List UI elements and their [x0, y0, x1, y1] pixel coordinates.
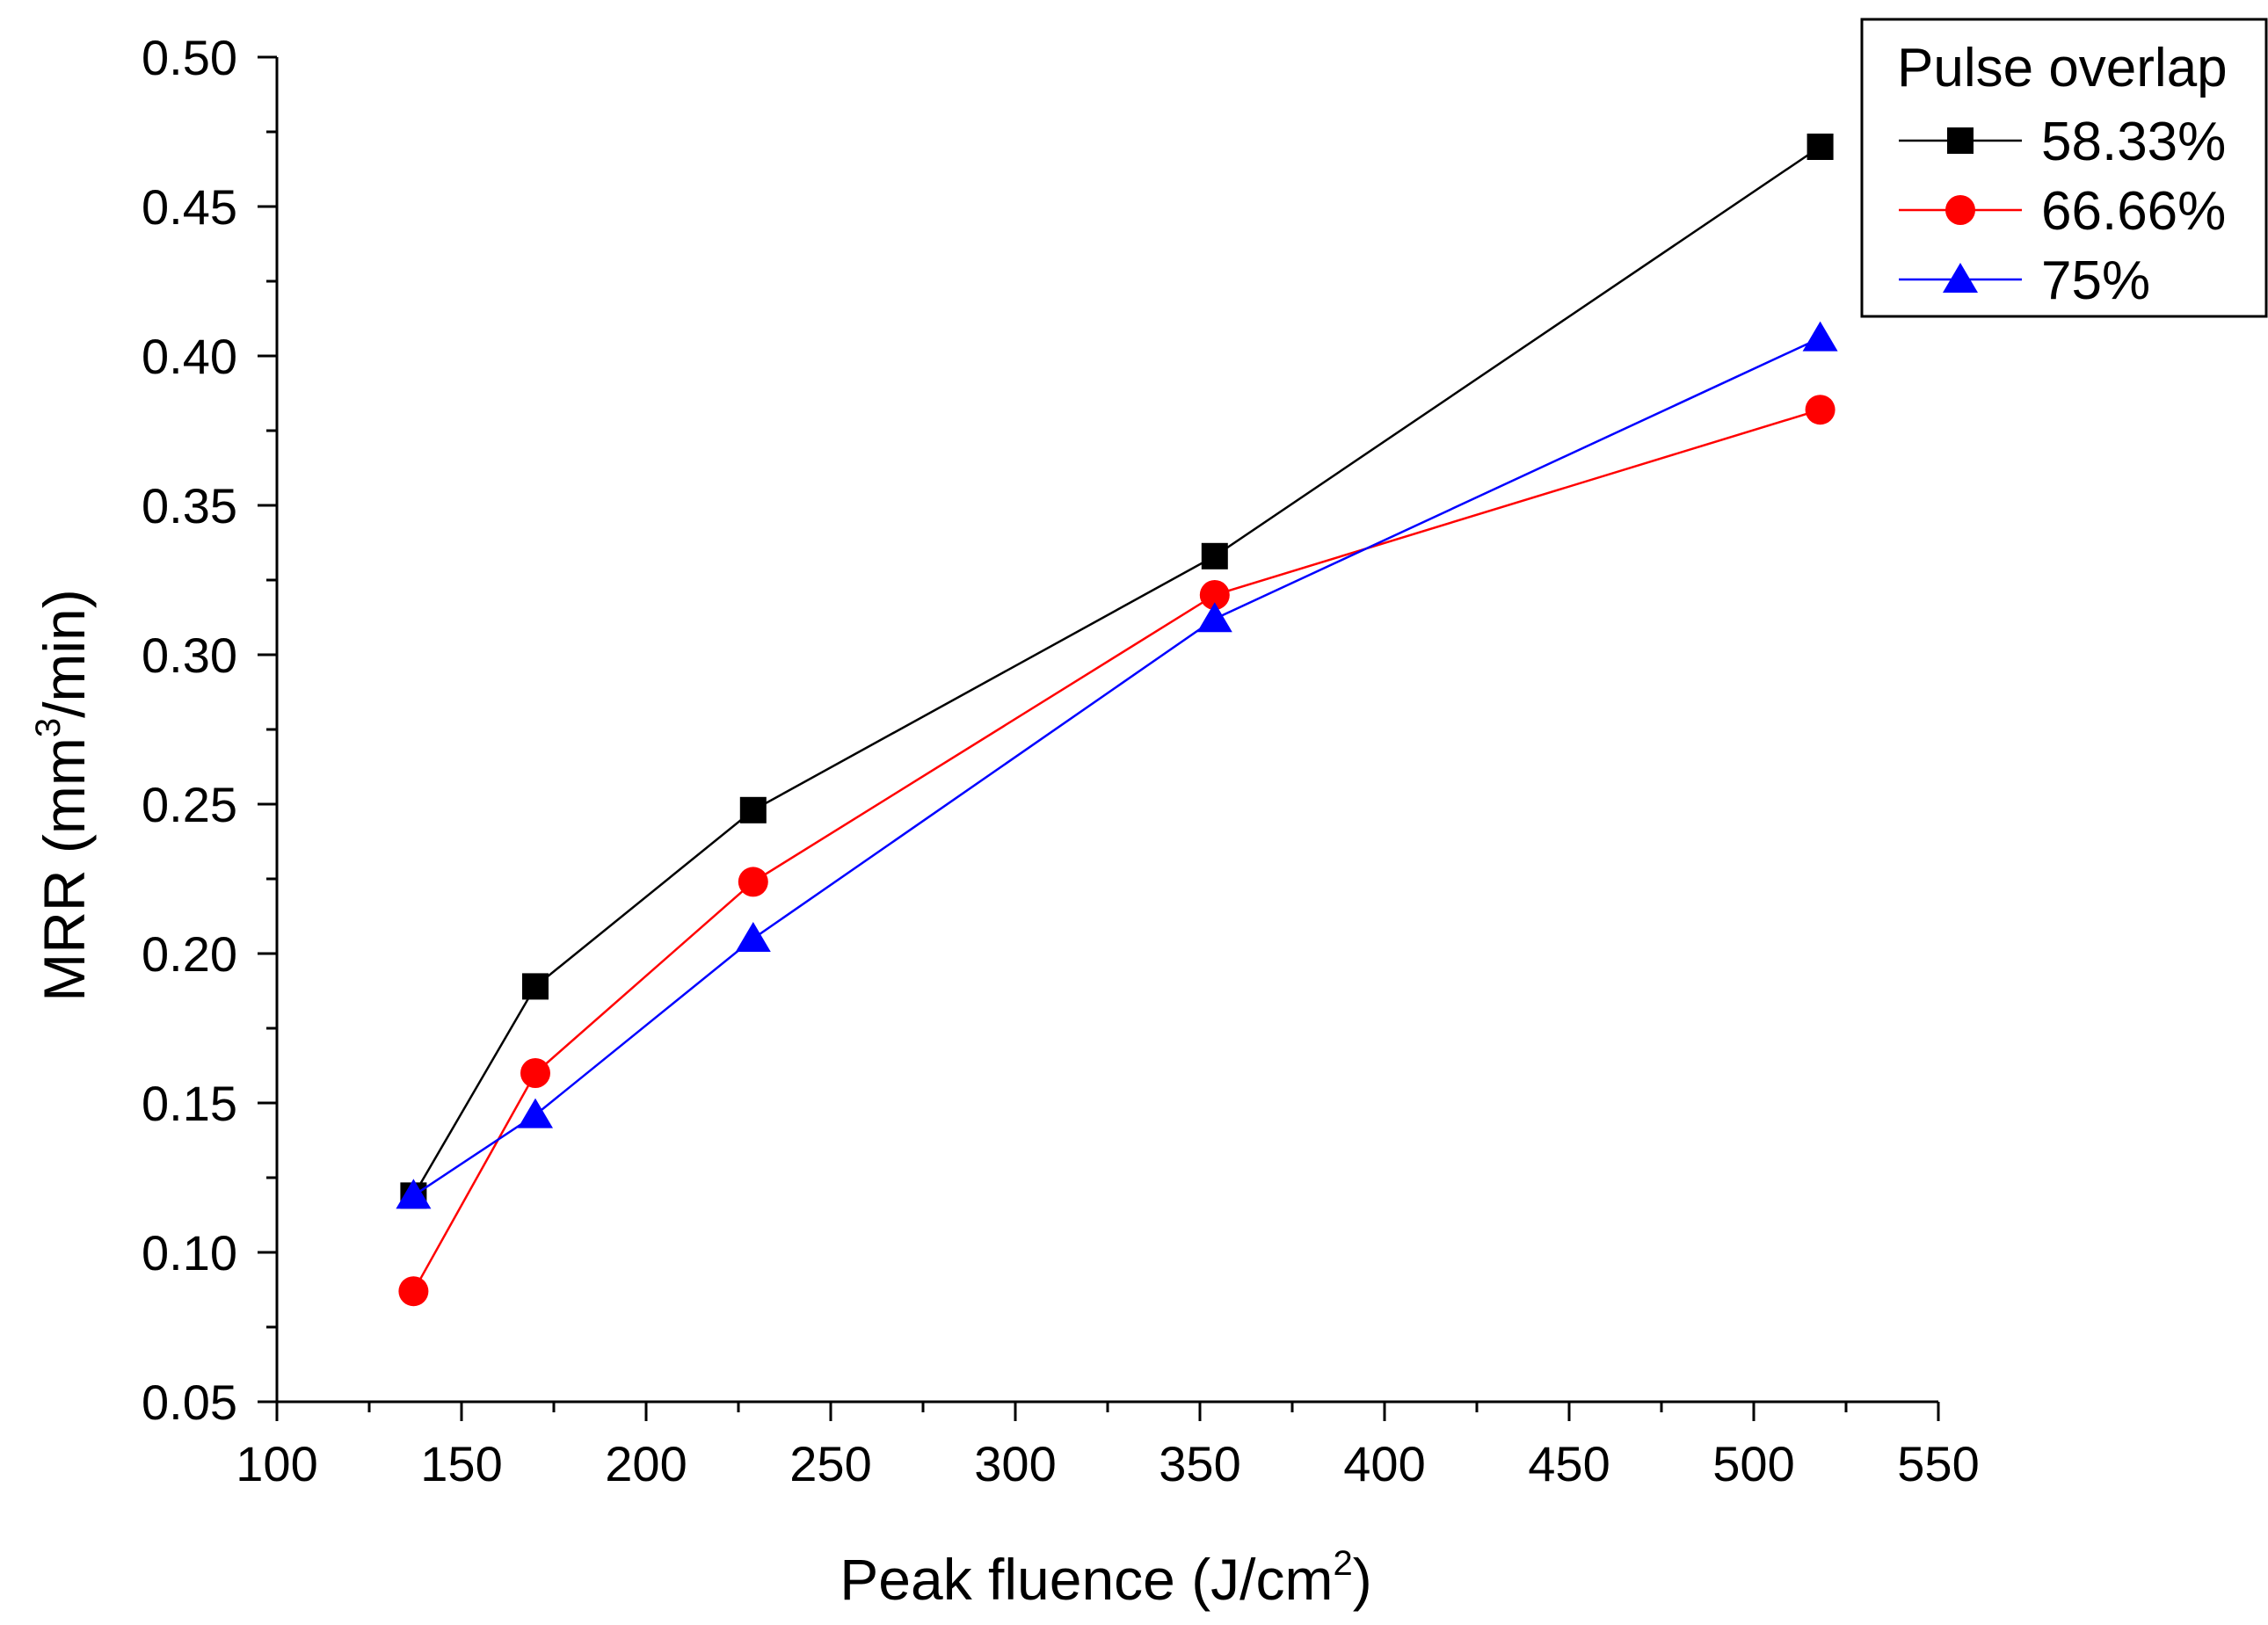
y-tick-label: 0.45 [142, 179, 237, 235]
data-point [1201, 542, 1228, 569]
legend-label: 58.33% [2041, 112, 2226, 172]
y-tick-label: 0.15 [142, 1076, 237, 1131]
x-tick-label: 250 [789, 1436, 871, 1491]
legend-label: 75% [2041, 250, 2150, 311]
y-axis-label-end: /min) [32, 589, 97, 718]
y-tick-label: 0.20 [142, 926, 237, 982]
data-point [1196, 602, 1232, 633]
legend-marker [1947, 127, 1974, 154]
x-axis-label: Peak fluence (J/cm2) [840, 1544, 1371, 1612]
y-tick-label: 0.35 [142, 478, 237, 533]
data-point [1805, 395, 1835, 425]
data-point [1806, 134, 1834, 160]
legend-entry: 66.66% [1899, 181, 2226, 242]
series-1 [400, 134, 1834, 1209]
x-tick-label: 200 [605, 1436, 687, 1491]
legend-marker [1943, 263, 1978, 293]
legend-marker [1945, 195, 1975, 225]
x-axis-label-main: Peak fluence (J/cm [840, 1547, 1333, 1612]
legend-label: 66.66% [2041, 181, 2226, 242]
y-tick-label: 0.30 [142, 628, 237, 683]
x-tick-label: 150 [420, 1436, 502, 1491]
data-point [518, 1098, 553, 1128]
y-tick-label: 0.25 [142, 777, 237, 832]
series-layer [396, 134, 1838, 1307]
series-2 [398, 395, 1835, 1307]
y-tick-label: 0.40 [142, 329, 237, 384]
x-tick-label: 450 [1528, 1436, 1610, 1491]
data-point [735, 922, 771, 952]
y-tick-label: 0.05 [142, 1375, 237, 1430]
series-line [412, 409, 1821, 1292]
legend-entry: 58.33% [1899, 112, 2226, 172]
series-line [412, 337, 1821, 1197]
data-point [1199, 580, 1230, 610]
legend-entries: 58.33% 66.66% 75% [1899, 112, 2226, 311]
axes: 100 150 200 250 300 350 400 450 500 550 0.05 0.10 0.… [142, 30, 1980, 1491]
data-point [738, 867, 768, 897]
data-point [1802, 321, 1838, 352]
data-point [522, 973, 549, 1000]
y-tick-label: 0.50 [142, 30, 237, 85]
series-line [412, 145, 1821, 1197]
y-axis-label: MRR (mm3/min) [29, 589, 97, 1002]
data-point [520, 1058, 550, 1088]
data-point [396, 1179, 432, 1209]
x-tick-label: 300 [974, 1436, 1056, 1491]
legend-title: Pulse overlap [1897, 38, 2228, 98]
y-tick-label: 0.10 [142, 1225, 237, 1280]
data-point [739, 796, 767, 823]
y-axis-label-superscript: 3 [29, 718, 68, 737]
x-axis-label-end: ) [1353, 1547, 1372, 1612]
x-tick-label: 350 [1159, 1436, 1240, 1491]
x-tick-label: 550 [1897, 1436, 1979, 1491]
series-3 [396, 321, 1838, 1209]
x-axis-label-superscript: 2 [1334, 1544, 1353, 1583]
legend-entry: 75% [1899, 250, 2150, 311]
legend: Pulse overlap 58.33% 66.66% 75% [1860, 18, 2268, 318]
y-axis-label-main: MRR (mm [32, 737, 97, 1002]
x-tick-label: 400 [1343, 1436, 1425, 1491]
data-point [398, 1276, 429, 1307]
x-tick-label: 500 [1712, 1436, 1794, 1491]
legend-frame [1860, 18, 2268, 318]
x-tick-label: 100 [236, 1436, 317, 1491]
